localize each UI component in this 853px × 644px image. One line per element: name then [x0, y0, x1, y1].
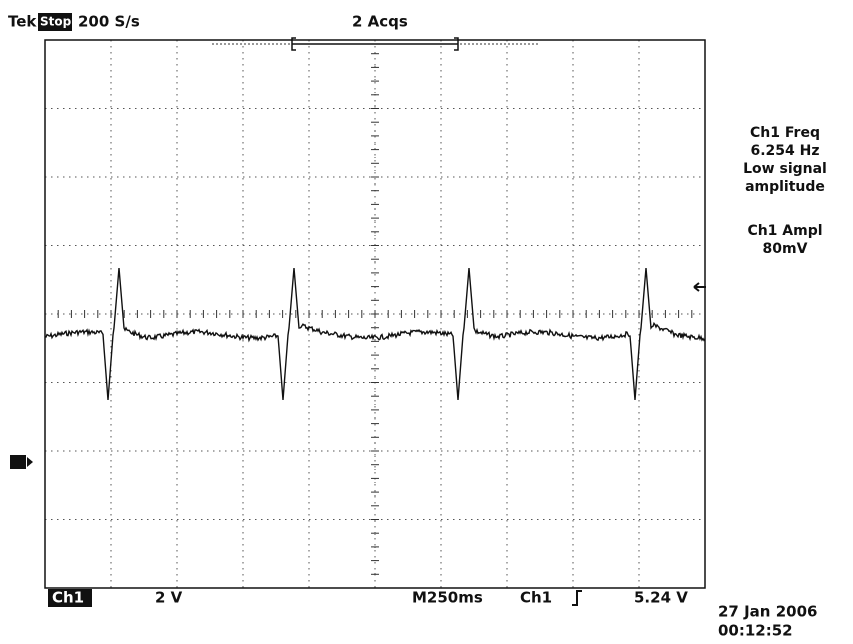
measure-text: Low signal: [743, 161, 827, 177]
trigger-level-arrow: [693, 282, 706, 292]
channel-box: [48, 589, 92, 607]
date: 27 Jan 2006: [718, 603, 817, 621]
trigger-source: Ch1: [520, 589, 552, 607]
sample-rate: 200 S/s: [78, 13, 140, 31]
acquisitions: 2 Acqs: [352, 13, 408, 31]
measure-text: 6.254 Hz: [750, 143, 819, 159]
measure-text: Ch1 Ampl: [747, 223, 822, 239]
volts-per-div: 2 V: [155, 589, 183, 607]
state: Stop: [40, 15, 72, 29]
channel: Ch1: [52, 589, 84, 607]
measure-text: amplitude: [745, 179, 825, 195]
trigger-slope: [572, 590, 582, 606]
waveform: [44, 267, 706, 401]
time-per-div: M250ms: [412, 589, 483, 607]
ground-marker-arrow: [27, 457, 33, 467]
graticule-border: [44, 39, 706, 589]
brand: Tek: [8, 13, 37, 31]
ground-marker: [10, 455, 26, 469]
graticule: [44, 39, 705, 589]
trigger-level: 5.24 V: [634, 589, 688, 607]
view-bracket: [291, 37, 459, 51]
state-box: [38, 13, 72, 31]
time: 00:12:52: [718, 622, 793, 640]
measure-text: Ch1 Freq: [750, 125, 820, 141]
measure-text: 80mV: [763, 241, 808, 257]
